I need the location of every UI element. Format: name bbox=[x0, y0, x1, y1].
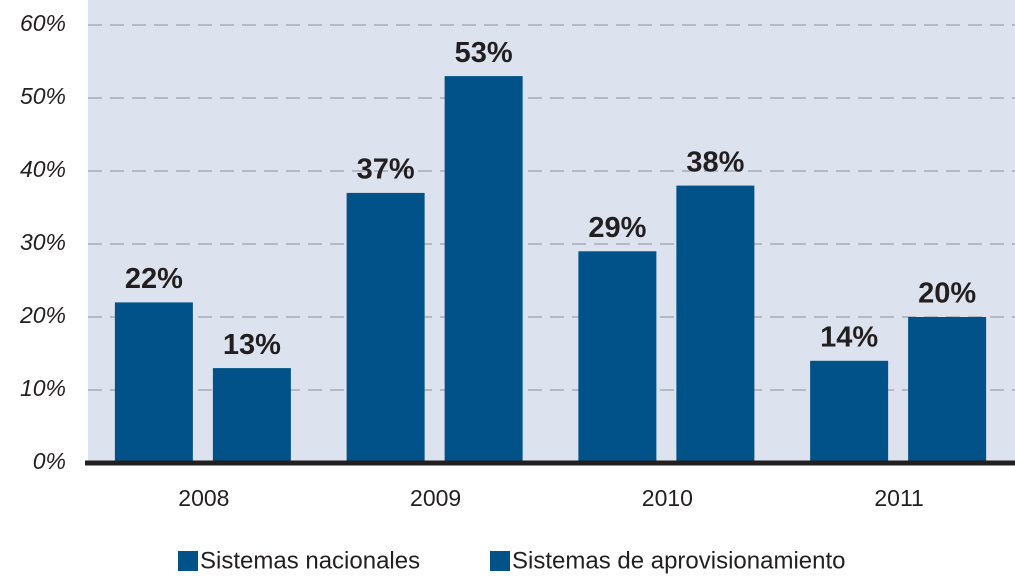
value-label: 29% bbox=[588, 212, 646, 244]
value-label: 14% bbox=[820, 321, 878, 353]
y-tick-label: 60% bbox=[20, 10, 66, 36]
legend-swatch bbox=[178, 551, 198, 571]
x-tick-label: 2008 bbox=[178, 485, 229, 511]
y-tick-label: 50% bbox=[20, 83, 66, 109]
bar bbox=[114, 302, 193, 463]
x-tick-label: 2009 bbox=[410, 485, 461, 511]
bar bbox=[346, 192, 425, 463]
bar bbox=[212, 368, 291, 463]
y-tick-label: 30% bbox=[20, 229, 66, 255]
y-tick-label: 10% bbox=[20, 375, 66, 401]
bar bbox=[908, 317, 987, 463]
value-label: 22% bbox=[125, 263, 183, 295]
x-tick-label: 2010 bbox=[642, 485, 693, 511]
bar bbox=[444, 76, 523, 463]
bar bbox=[676, 185, 755, 463]
value-label: 20% bbox=[918, 278, 976, 310]
value-label: 53% bbox=[455, 37, 513, 69]
x-tick-label: 2011 bbox=[874, 485, 923, 511]
bar bbox=[810, 360, 889, 463]
value-label: 38% bbox=[686, 146, 744, 178]
y-tick-label: 0% bbox=[33, 448, 66, 474]
y-tick-label: 40% bbox=[20, 156, 66, 182]
y-tick-label: 20% bbox=[19, 302, 66, 328]
legend-swatch bbox=[490, 551, 510, 571]
value-label: 13% bbox=[223, 329, 281, 361]
value-label: 37% bbox=[357, 154, 415, 186]
bar bbox=[578, 251, 657, 463]
legend-label: Sistemas nacionales bbox=[200, 547, 420, 574]
legend-label: Sistemas de aprovisionamiento bbox=[512, 547, 846, 574]
